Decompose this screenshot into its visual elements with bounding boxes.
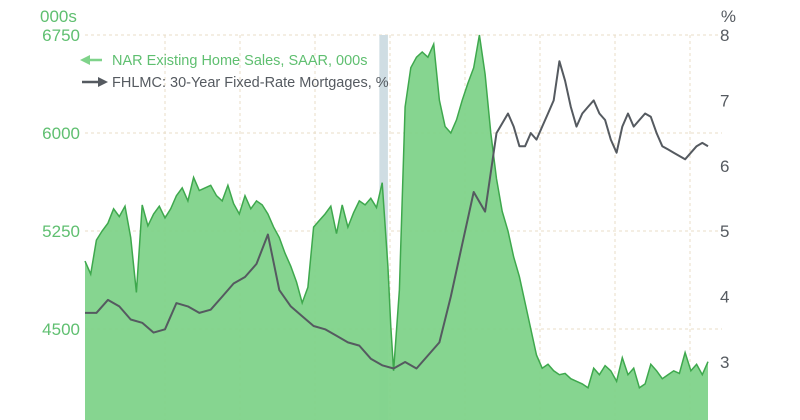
right-tick-label-0: 8: [720, 26, 729, 45]
left-tick-label-3: 4500: [42, 320, 80, 339]
right-tick-label-5: 3: [720, 353, 729, 372]
left-axis-ticks: 6750 6000 5250 4500: [42, 26, 80, 339]
legend-arrowhead-sales-icon: [80, 55, 90, 65]
right-tick-label-3: 5: [720, 222, 729, 241]
legend-item-sales: NAR Existing Home Sales, SAAR, 000s: [80, 53, 367, 69]
right-tick-label-2: 6: [720, 157, 729, 176]
legend-arrowhead-rate-icon: [98, 77, 108, 87]
legend-item-rate: FHLMC: 30-Year Fixed-Rate Mortgages, %: [82, 75, 389, 91]
right-tick-label-1: 7: [720, 91, 729, 110]
legend-label-rate: FHLMC: 30-Year Fixed-Rate Mortgages, %: [112, 75, 389, 91]
existing-home-sales-line: [84, 34, 709, 390]
right-axis-unit: %: [721, 7, 736, 26]
legend: NAR Existing Home Sales, SAAR, 000s FHLM…: [80, 53, 389, 91]
left-tick-label-0: 6750: [42, 26, 80, 45]
left-axis-unit: 000s: [40, 7, 77, 26]
legend-label-sales: NAR Existing Home Sales, SAAR, 000s: [112, 53, 367, 69]
right-axis-ticks: 8 7 6 5 4 3: [720, 26, 729, 372]
right-tick-label-4: 4: [720, 288, 729, 307]
left-tick-label-2: 5250: [42, 222, 80, 241]
existing-home-sales-area: [85, 35, 708, 420]
mortgage-rate-line: [85, 60, 709, 370]
left-tick-label-1: 6000: [42, 124, 80, 143]
